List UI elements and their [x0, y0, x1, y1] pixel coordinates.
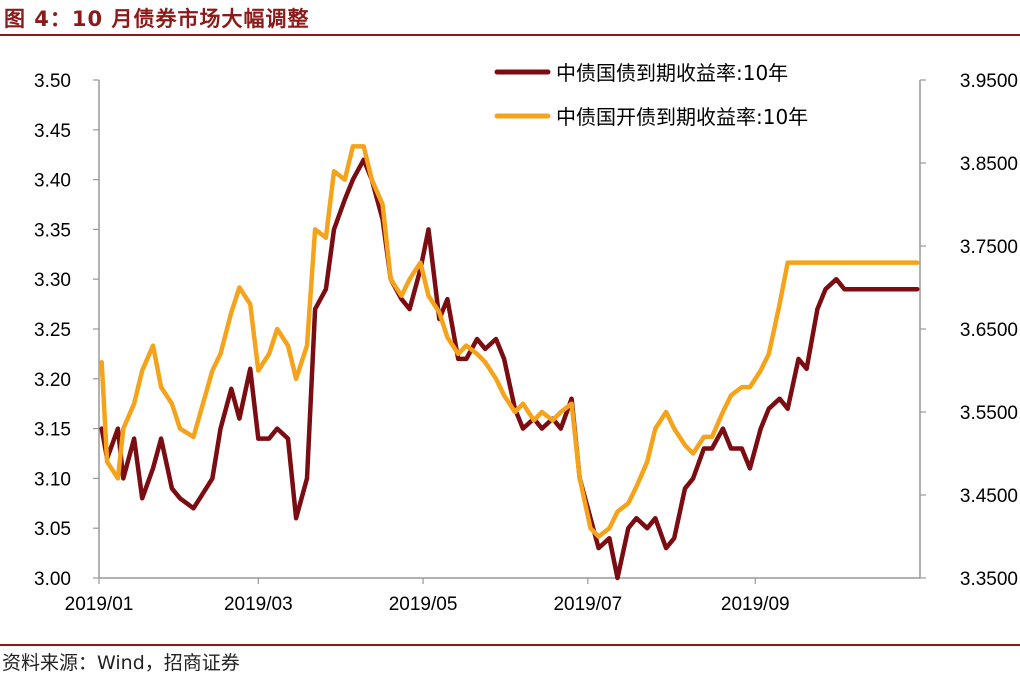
left-y-tick-label: 3.50: [34, 71, 71, 92]
left-y-tick-label: 3.40: [34, 171, 71, 192]
x-tick-label: 2019/09: [721, 594, 790, 615]
right-y-tick-label: 3.4500: [960, 486, 1018, 507]
x-tick-label: 2019/05: [389, 594, 458, 615]
left-y-tick-label: 3.20: [34, 370, 71, 391]
right-y-tick-label: 3.7500: [960, 237, 1018, 258]
left-y-tick-label: 3.00: [34, 569, 71, 590]
left-y-tick-label: 3.25: [34, 320, 71, 341]
series-line-1: [99, 157, 920, 581]
right-y-tick-label: 3.5500: [960, 403, 1018, 424]
left-y-tick-label: 3.10: [34, 469, 71, 490]
figure-title: 图 4：10 月债券市场大幅调整: [4, 7, 310, 31]
x-tick-label: 2019/01: [65, 594, 134, 615]
x-tick-label: 2019/07: [553, 594, 622, 615]
left-y-tick-label: 3.45: [34, 121, 71, 142]
left-y-tick-label: 3.05: [34, 519, 71, 540]
left-y-tick-label: 3.15: [34, 420, 71, 441]
legend-label-2: 中债国开债到期收益率:10年: [556, 105, 808, 129]
right-y-tick-label: 3.3500: [960, 569, 1018, 590]
source-note: 资料来源：Wind，招商证券: [2, 652, 240, 674]
right-y-tick-label: 3.6500: [960, 320, 1018, 341]
series-line-2: [99, 144, 920, 539]
right-y-tick-label: 3.8500: [960, 154, 1018, 175]
line-chart: 3.00 3.05 3.10 3.15 3.20 3.25 3.30 3.35 3.40 3.45…: [34, 61, 1018, 615]
footer-rule: [0, 644, 1020, 646]
left-y-tick-label: 3.35: [34, 220, 71, 241]
chart-axes: 3.00 3.05 3.10 3.15 3.20 3.25 3.30 3.35 3.40 3.45…: [34, 71, 1018, 615]
legend-label-1: 中债国债到期收益率:10年: [556, 61, 788, 85]
x-tick-label: 2019/03: [224, 594, 293, 615]
left-y-tick-label: 3.30: [34, 270, 71, 291]
series-layer: [99, 144, 920, 581]
right-y-tick-label: 3.9500: [960, 71, 1018, 92]
header-rule: [0, 34, 1020, 36]
figure-header: 图 4：10 月债券市场大幅调整: [0, 0, 1020, 36]
